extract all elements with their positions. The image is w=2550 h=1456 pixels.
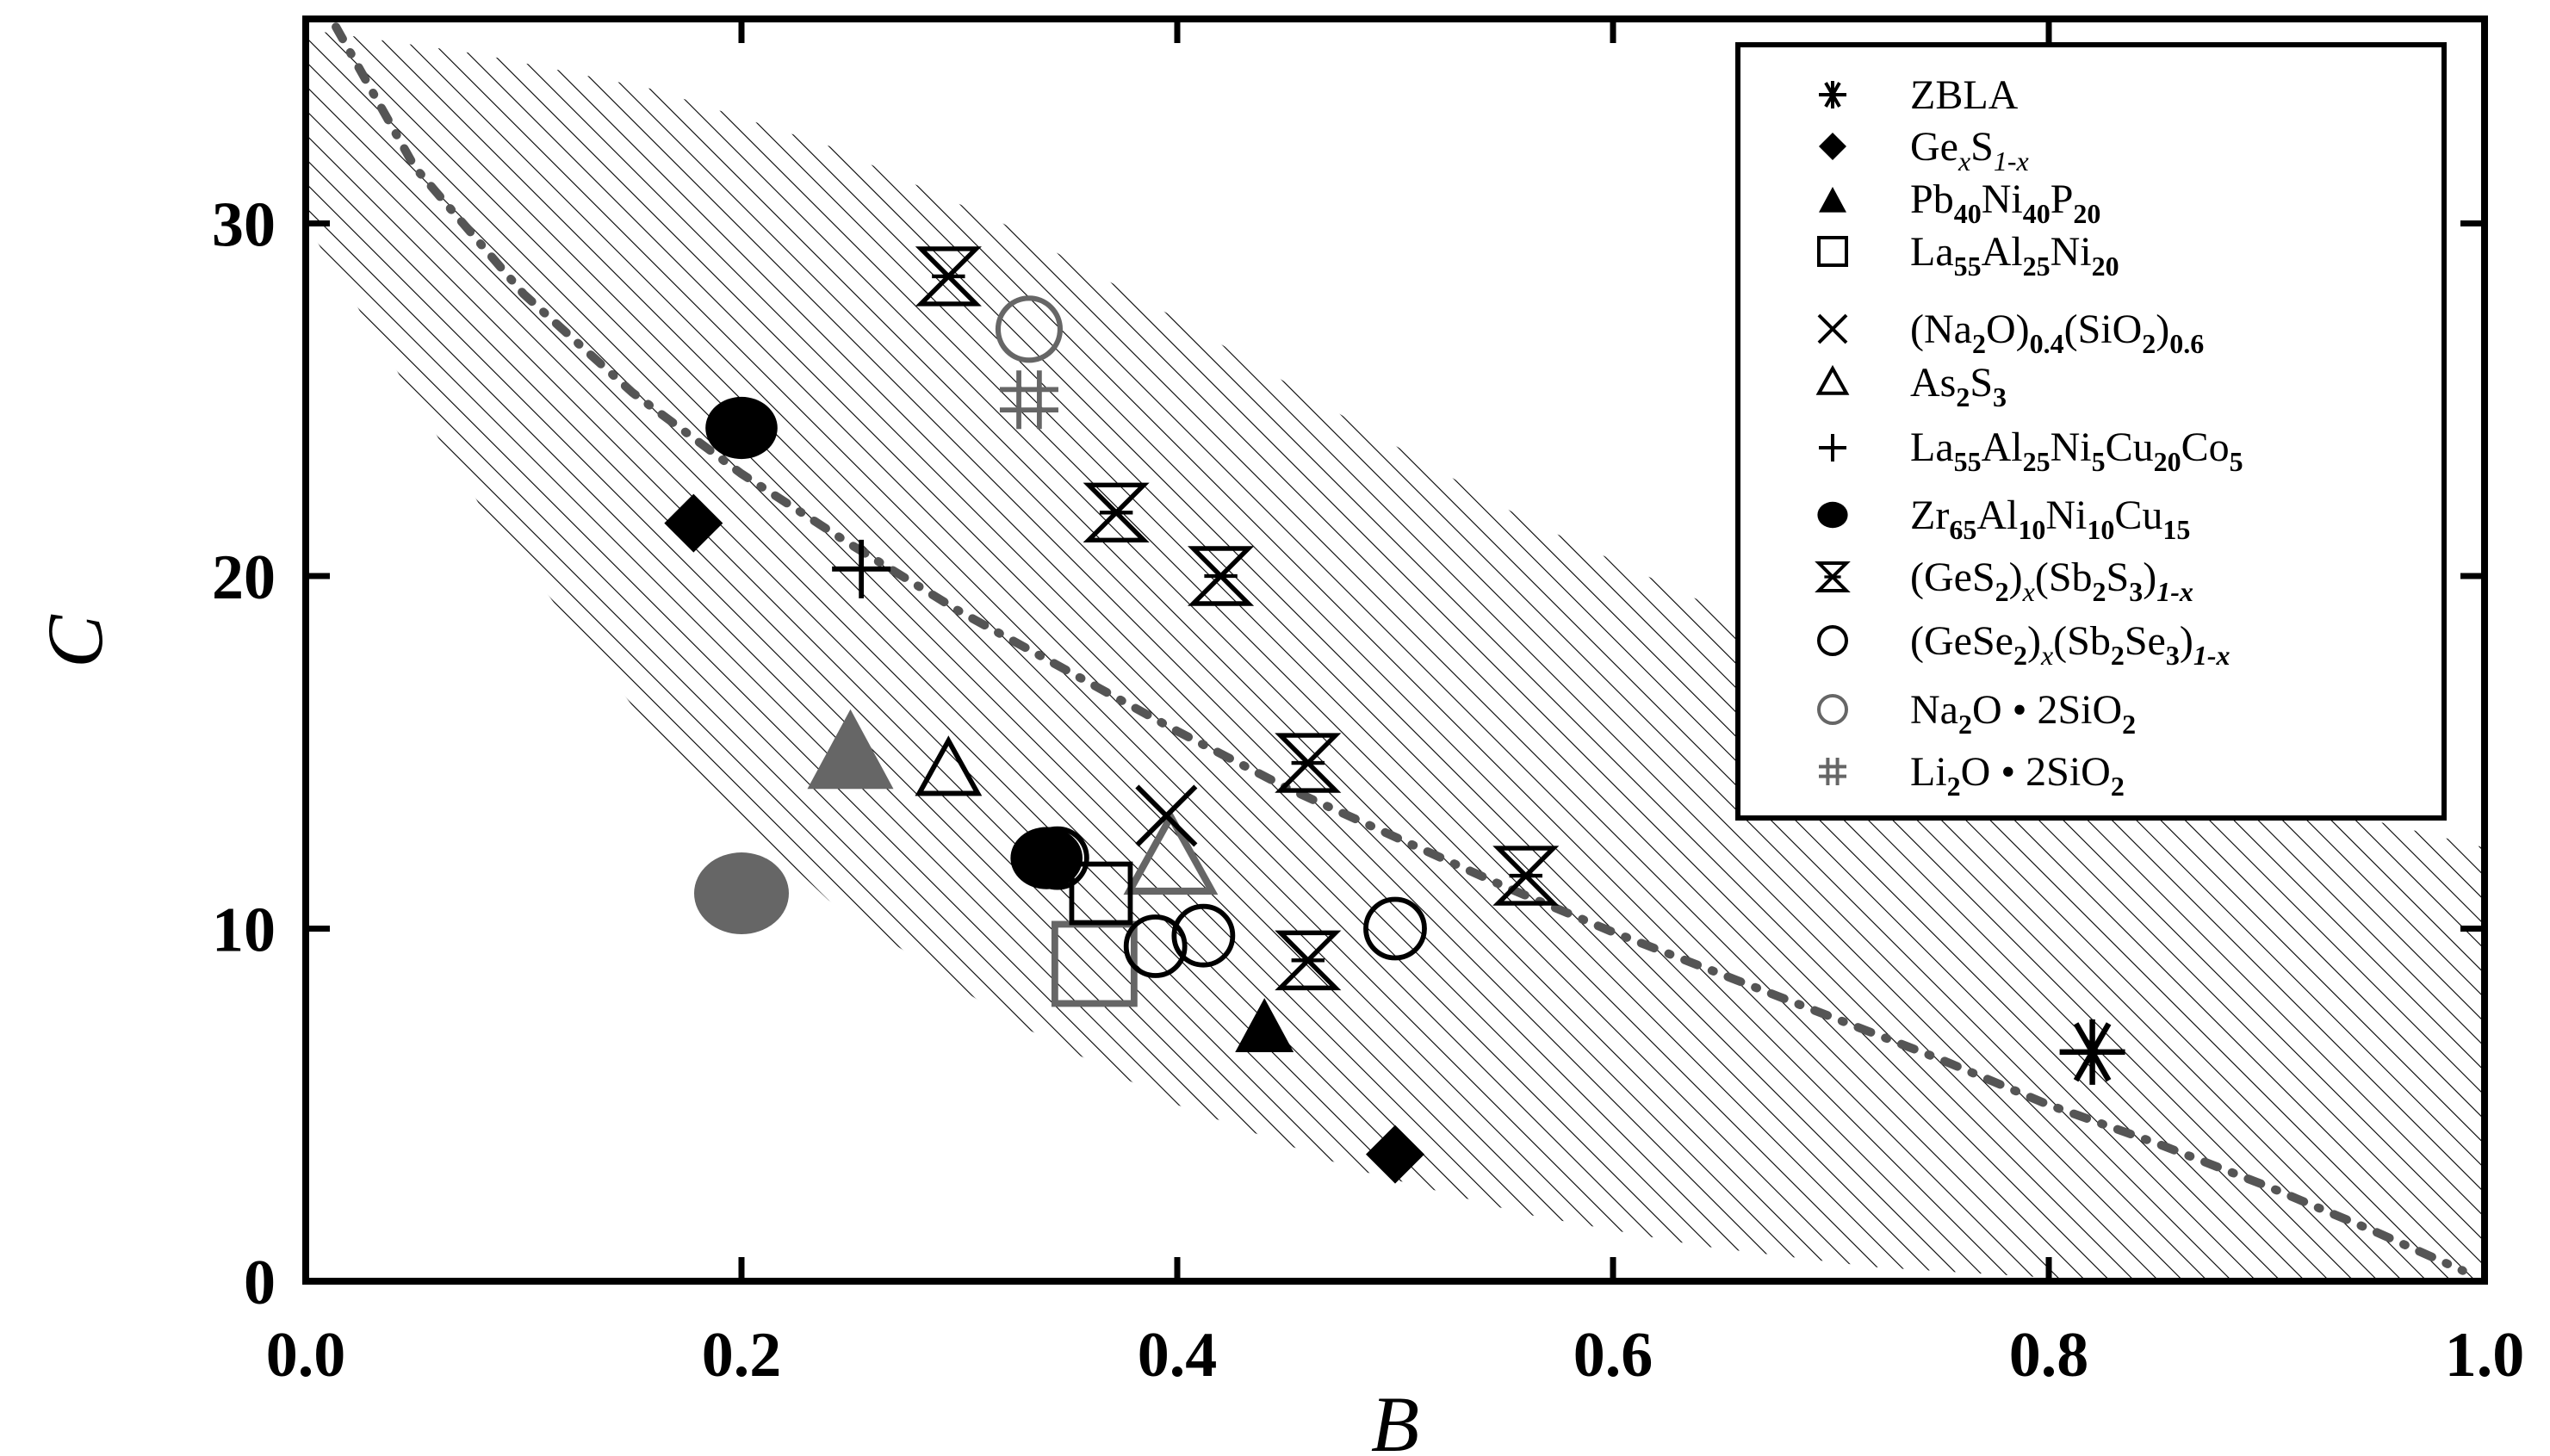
x-tick-label: 0.0 — [266, 1320, 346, 1391]
plot-frame — [302, 15, 2488, 1285]
unlabeled-point — [807, 709, 894, 790]
legend: ZBLA GexS1-x Pb40Ni40P20 La55Al25Ni20 (N… — [1735, 42, 2447, 821]
x-tick-label: 0.2 — [702, 1320, 782, 1391]
data-point-series-7 — [705, 396, 778, 460]
data-point-series-0 — [2059, 1019, 2125, 1085]
x-tick-label: 0.6 — [1573, 1320, 1653, 1391]
legend-label-pbnip: Pb40Ni40P20 — [1910, 177, 2100, 229]
x-tick-label: 0.8 — [2009, 1320, 2089, 1391]
unlabeled-point — [694, 852, 789, 935]
data-point-series-10 — [995, 295, 1064, 363]
data-point-series-8 — [1275, 733, 1342, 793]
legend-marker-7 — [1817, 501, 1848, 529]
data-point-series-8 — [1188, 546, 1255, 606]
data-point-series-5 — [915, 735, 983, 796]
y-tick-label: 10 — [212, 895, 276, 966]
unlabeled-point — [1123, 809, 1219, 895]
legend-marker-4 — [1817, 313, 1848, 344]
legend-label-ges2-sb2s3: (GeS2)x(Sb2S3)1-x — [1910, 555, 2193, 607]
legend-label-laalnicuco: La55Al25Ni5Cu20Co5 — [1910, 424, 2243, 477]
data-point-series-1 — [664, 493, 723, 553]
data-point-series-9 — [1171, 903, 1236, 968]
legend-marker-3 — [1817, 236, 1848, 267]
legend-marker-2 — [1819, 187, 1846, 213]
data-point-series-6 — [832, 539, 891, 598]
data-point-series-2 — [1235, 998, 1294, 1053]
data-point-series-8 — [1275, 930, 1342, 991]
legend-label-li2o-2sio2: Li2O • 2SiO2 — [1910, 749, 2125, 802]
data-point-series-8 — [1083, 482, 1150, 543]
data-point-series-8 — [915, 246, 982, 307]
legend-label-laalni: La55Al25Ni20 — [1910, 229, 2119, 282]
x-axis-label: B — [1371, 1380, 1419, 1456]
legend-marker-5 — [1815, 364, 1850, 395]
data-point-series-11 — [999, 370, 1058, 430]
legend-marker-11 — [1819, 758, 1846, 785]
fit-curve — [326, 19, 2467, 1275]
data-point-series-4 — [1135, 784, 1198, 847]
data-point-series-9 — [1025, 826, 1089, 890]
legend-label-na2o-sio2: (Na2O)0.4(SiO2)0.6 — [1910, 307, 2204, 359]
legend-label-na2o-2sio2: Na2O • 2SiO2 — [1910, 687, 2136, 740]
legend-box — [1735, 42, 2447, 821]
y-tick-label: 20 — [212, 542, 276, 613]
data-point-series-9 — [1123, 914, 1188, 978]
shaded-band — [306, 29, 2485, 1281]
legend-label-zbla: ZBLA — [1910, 72, 2019, 118]
legend-label-gese2-sb2se3: (GeSe2)x(Sb2Se3)1-x — [1910, 618, 2230, 671]
legend-marker-9 — [1817, 625, 1848, 656]
y-axis-label: C — [31, 614, 119, 668]
y-tick-label: 30 — [212, 190, 276, 261]
data-point-series-1 — [1366, 1125, 1424, 1184]
x-tick-label: 0.4 — [1138, 1320, 1218, 1391]
data-point-series-9 — [1363, 896, 1427, 961]
legend-marker-8 — [1815, 561, 1851, 592]
data-point-series-8 — [1492, 846, 1560, 906]
data-point-series-7 — [1010, 827, 1083, 889]
y-tick-label: 0 — [244, 1248, 276, 1318]
legend-marker-10 — [1817, 694, 1848, 725]
legend-marker-0 — [1819, 81, 1846, 108]
x-tick-label: 1.0 — [2445, 1320, 2525, 1391]
legend-marker-1 — [1819, 133, 1846, 160]
data-point-series-3 — [1069, 861, 1133, 926]
legend-marker-6 — [1819, 434, 1846, 462]
